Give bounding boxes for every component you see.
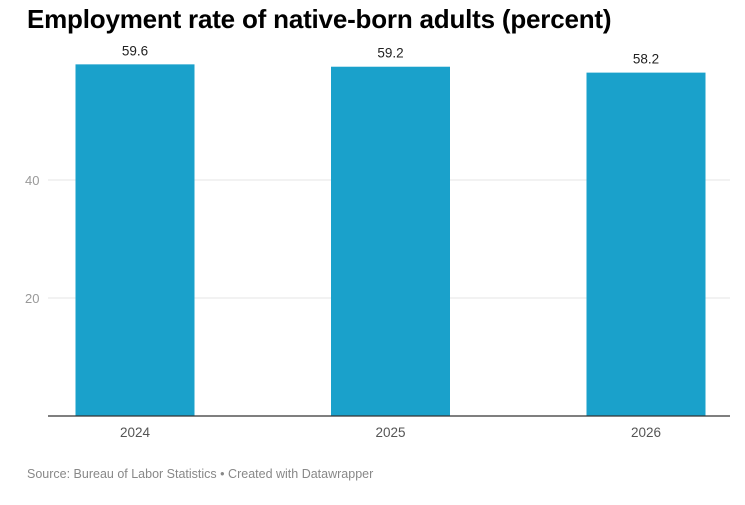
chart-footer: Source: Bureau of Labor Statistics • Cre… — [27, 467, 373, 481]
y-tick-label: 40 — [25, 173, 39, 188]
bar-value-label: 59.2 — [377, 46, 403, 61]
bar-chart: 20 40 59.6 2024 59.2 2025 58.2 2026 — [25, 43, 730, 440]
bar — [75, 64, 195, 417]
bar — [586, 72, 706, 417]
x-category-label: 2024 — [120, 425, 151, 440]
credit-note: Created with Datawrapper — [228, 467, 374, 481]
bar-value-label: 59.6 — [122, 43, 148, 58]
chart-title: Employment rate of native-born adults (p… — [27, 4, 612, 34]
bar — [331, 66, 450, 416]
y-tick-label: 20 — [25, 291, 39, 306]
x-category-label: 2025 — [375, 425, 405, 440]
x-category-label: 2026 — [631, 425, 661, 440]
bar-value-label: 58.2 — [633, 52, 659, 67]
source-note: Source: Bureau of Labor Statistics — [27, 467, 217, 481]
footer-separator: • — [220, 467, 225, 481]
